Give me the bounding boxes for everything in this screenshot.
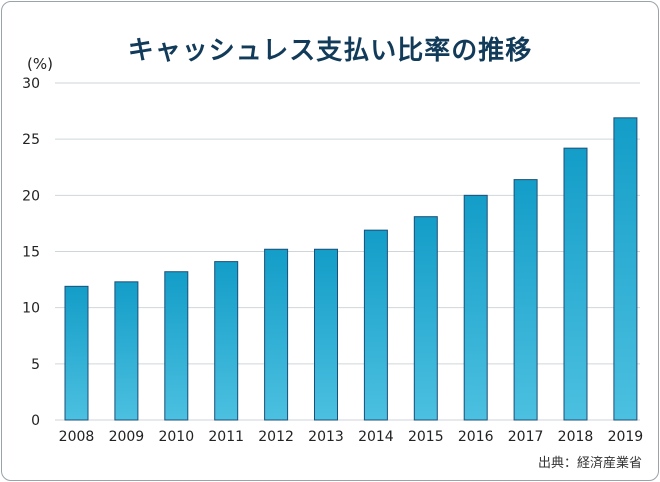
x-tick-label: 2011: [208, 429, 244, 445]
bars: [64, 117, 638, 421]
bar-2012: [264, 248, 289, 421]
bar-2017: [513, 179, 538, 421]
bar-2018: [563, 147, 588, 421]
bar-2016: [463, 194, 488, 421]
bar-2009: [114, 281, 139, 421]
y-tick-label: 25: [22, 132, 40, 148]
x-tick-label: 2012: [258, 429, 294, 445]
y-tick-label: 30: [22, 76, 40, 92]
bar-2010: [164, 271, 189, 421]
x-tick-label: 2013: [308, 429, 344, 445]
y-tick-label: 10: [22, 301, 40, 317]
source-note: 出典：経済産業省: [537, 456, 642, 471]
y-tick-label: 0: [31, 413, 40, 429]
y-tick-label: 20: [22, 188, 40, 204]
x-tick-label: 2015: [408, 429, 444, 445]
x-tick-label: 2018: [558, 429, 594, 445]
x-tick-label: 2009: [109, 429, 145, 445]
bar-2014: [363, 229, 388, 421]
x-tick-label: 2016: [458, 429, 494, 445]
y-axis-unit-label: (%): [27, 55, 53, 73]
y-tick-label: 15: [22, 245, 40, 261]
x-tick-label: 2019: [608, 429, 644, 445]
y-axis-ticks: 0 5 10 15 20 25 30: [22, 76, 40, 429]
bar-2013: [314, 248, 338, 421]
bar-2019: [613, 117, 638, 421]
bar-2008: [64, 285, 89, 421]
x-tick-label: 2017: [508, 429, 544, 445]
grid-lines: [55, 82, 640, 421]
x-tick-label: 2010: [158, 429, 194, 445]
x-axis-ticks: 2008 2009 2010 2011 2012 2013 2014 2015 2016 2017…: [59, 429, 644, 445]
y-tick-label: 5: [31, 357, 40, 373]
bar-2011: [214, 261, 239, 421]
chart-title: キャッシュレス支払い比率の推移: [127, 36, 533, 66]
x-tick-label: 2014: [358, 429, 394, 445]
x-tick-label: 2008: [59, 429, 95, 445]
bar-2015: [413, 216, 438, 421]
